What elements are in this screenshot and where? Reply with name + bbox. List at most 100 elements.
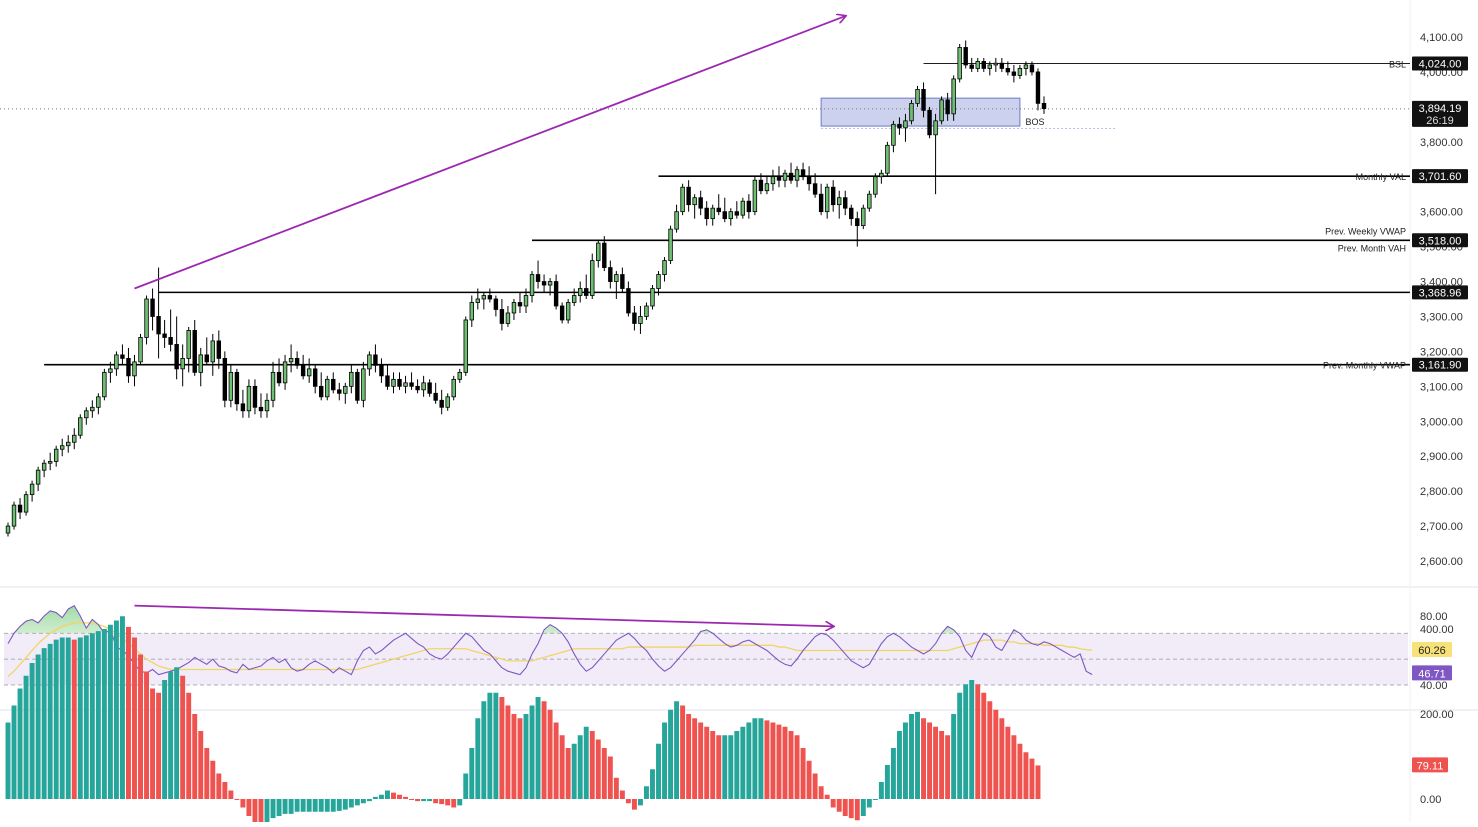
histogram-bar <box>1017 743 1023 799</box>
candle-up <box>680 186 685 213</box>
candle-up <box>96 396 101 408</box>
candle-up <box>72 434 77 443</box>
candle-up <box>361 368 366 401</box>
histogram-bar <box>505 705 511 799</box>
candle-up <box>975 61 980 69</box>
candle-down <box>999 62 1005 69</box>
histogram-bar <box>469 748 475 799</box>
histogram-bar <box>836 799 842 812</box>
candle-up <box>710 207 715 220</box>
candle-down <box>126 357 131 377</box>
candle-down <box>927 109 932 136</box>
histogram-bar <box>553 722 559 799</box>
candle-up <box>909 102 914 122</box>
histogram-bar <box>59 637 65 799</box>
histogram-bar <box>493 692 499 799</box>
candle-down <box>686 186 691 206</box>
candle-down <box>553 281 559 307</box>
histogram-tick-label: 0.00 <box>1420 794 1441 806</box>
price-tick-label: 4,100.00 <box>1420 32 1463 44</box>
histogram-bar <box>360 799 366 804</box>
histogram-bar <box>577 735 583 799</box>
histogram-bar <box>589 731 595 799</box>
candle-down <box>168 337 173 345</box>
candle-down <box>120 354 125 359</box>
histogram-bar <box>716 735 722 799</box>
histogram-bar <box>306 799 312 812</box>
histogram-bar <box>951 714 957 799</box>
histogram-bar <box>734 731 740 799</box>
price-tick-label: 3,200.00 <box>1420 346 1463 358</box>
candle-up <box>270 371 276 401</box>
histogram-bar <box>270 799 276 819</box>
histogram-bar <box>517 718 523 799</box>
rsi-divergence-line <box>134 604 833 627</box>
histogram-bar <box>776 724 782 799</box>
candle-up <box>343 385 348 394</box>
histogram-bar <box>192 714 198 799</box>
histogram-bar <box>631 799 637 810</box>
histogram-bar <box>674 701 680 799</box>
histogram-bar <box>234 799 240 800</box>
histogram-bar <box>686 714 692 799</box>
histogram-bar <box>457 799 463 806</box>
histogram-bar <box>571 743 577 799</box>
candle-up <box>421 382 426 391</box>
histogram-bar <box>782 726 788 799</box>
bos-label: BOS <box>1025 117 1044 127</box>
candle-up <box>885 144 890 174</box>
histogram-bar <box>119 616 125 799</box>
histogram-bar <box>439 799 445 805</box>
histogram-bar <box>138 654 143 799</box>
rsi-overbought-group <box>8 605 1093 634</box>
histogram-bar <box>1023 752 1029 799</box>
candle-up <box>35 469 41 485</box>
candle-down <box>385 375 390 387</box>
histogram-bar <box>264 799 270 823</box>
candle-up <box>264 399 270 412</box>
histogram-bar <box>824 794 830 799</box>
histogram-bar <box>445 799 451 806</box>
histogram-bar <box>403 796 409 799</box>
candle-down <box>397 378 402 387</box>
candle-down <box>800 169 806 178</box>
candle-up <box>246 385 252 412</box>
histogram-bar <box>246 799 252 816</box>
histogram-bar <box>909 714 914 799</box>
histogram-bar <box>710 731 716 799</box>
histogram-bar <box>222 782 228 799</box>
rsi-line <box>7 604 1093 676</box>
candle-up <box>66 441 71 447</box>
candle-up <box>596 242 601 261</box>
candle-up <box>481 295 487 300</box>
histogram-bar <box>939 731 945 799</box>
price-tick-label: 3,800.00 <box>1420 137 1463 149</box>
histogram-bar <box>884 765 890 799</box>
histogram-bar <box>427 799 433 802</box>
histogram-bar <box>559 735 565 799</box>
candle-down <box>331 378 336 391</box>
candle-up <box>873 176 878 195</box>
level-price-tag <box>1412 56 1468 71</box>
candle-up <box>282 361 288 384</box>
histogram-bar <box>794 735 800 799</box>
histogram-bar <box>125 626 131 799</box>
histogram-bar <box>240 799 246 808</box>
candle-down <box>969 64 974 69</box>
histogram-bar <box>770 722 776 799</box>
candle-up <box>933 120 938 136</box>
price-tick-label: 3,600.00 <box>1420 207 1463 219</box>
histogram-bar <box>830 799 836 808</box>
candle-up <box>692 197 697 206</box>
candle-up <box>463 319 468 373</box>
candle-up <box>90 406 95 412</box>
candle-up <box>674 211 679 230</box>
candle-up <box>668 228 673 261</box>
candle-down <box>174 344 179 370</box>
histogram-bar <box>312 799 318 812</box>
candle-up <box>367 354 372 370</box>
candle-down <box>632 312 637 324</box>
histogram-bar <box>945 735 951 799</box>
